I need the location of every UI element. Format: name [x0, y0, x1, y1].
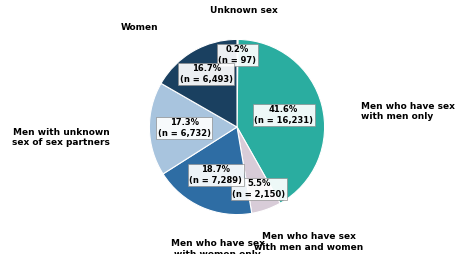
Wedge shape — [161, 39, 237, 127]
Text: Unknown sex: Unknown sex — [210, 6, 278, 15]
Text: 16.7%
(n = 6,493): 16.7% (n = 6,493) — [180, 64, 233, 84]
Wedge shape — [149, 83, 237, 174]
Text: 41.6%
(n = 16,231): 41.6% (n = 16,231) — [254, 105, 313, 125]
Text: Men with unknown
sex of sex partners: Men with unknown sex of sex partners — [12, 128, 110, 147]
Wedge shape — [163, 127, 252, 215]
Wedge shape — [237, 127, 280, 213]
Wedge shape — [237, 39, 325, 203]
Text: 17.3%
(n = 6,732): 17.3% (n = 6,732) — [158, 118, 211, 138]
Text: 0.2%
(n = 97): 0.2% (n = 97) — [219, 45, 256, 65]
Wedge shape — [237, 39, 238, 127]
Text: Women: Women — [120, 23, 158, 33]
Text: Men who have sex
with men and women: Men who have sex with men and women — [254, 232, 364, 251]
Text: 18.7%
(n = 7,289): 18.7% (n = 7,289) — [189, 165, 242, 185]
Text: 5.5%
(n = 2,150): 5.5% (n = 2,150) — [232, 179, 286, 199]
Text: Men who have sex
with women only: Men who have sex with women only — [171, 239, 264, 254]
Text: Men who have sex
with men only: Men who have sex with men only — [361, 102, 455, 121]
